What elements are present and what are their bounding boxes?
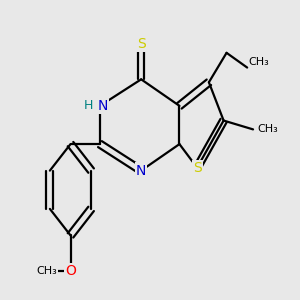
Text: S: S: [193, 161, 202, 175]
Text: CH₃: CH₃: [257, 124, 278, 134]
Text: CH₃: CH₃: [37, 266, 57, 276]
Text: N: N: [98, 99, 108, 113]
Text: S: S: [137, 37, 146, 51]
Text: H: H: [83, 99, 93, 112]
Text: O: O: [65, 264, 76, 278]
Text: CH₃: CH₃: [249, 57, 269, 67]
Text: N: N: [136, 164, 146, 178]
